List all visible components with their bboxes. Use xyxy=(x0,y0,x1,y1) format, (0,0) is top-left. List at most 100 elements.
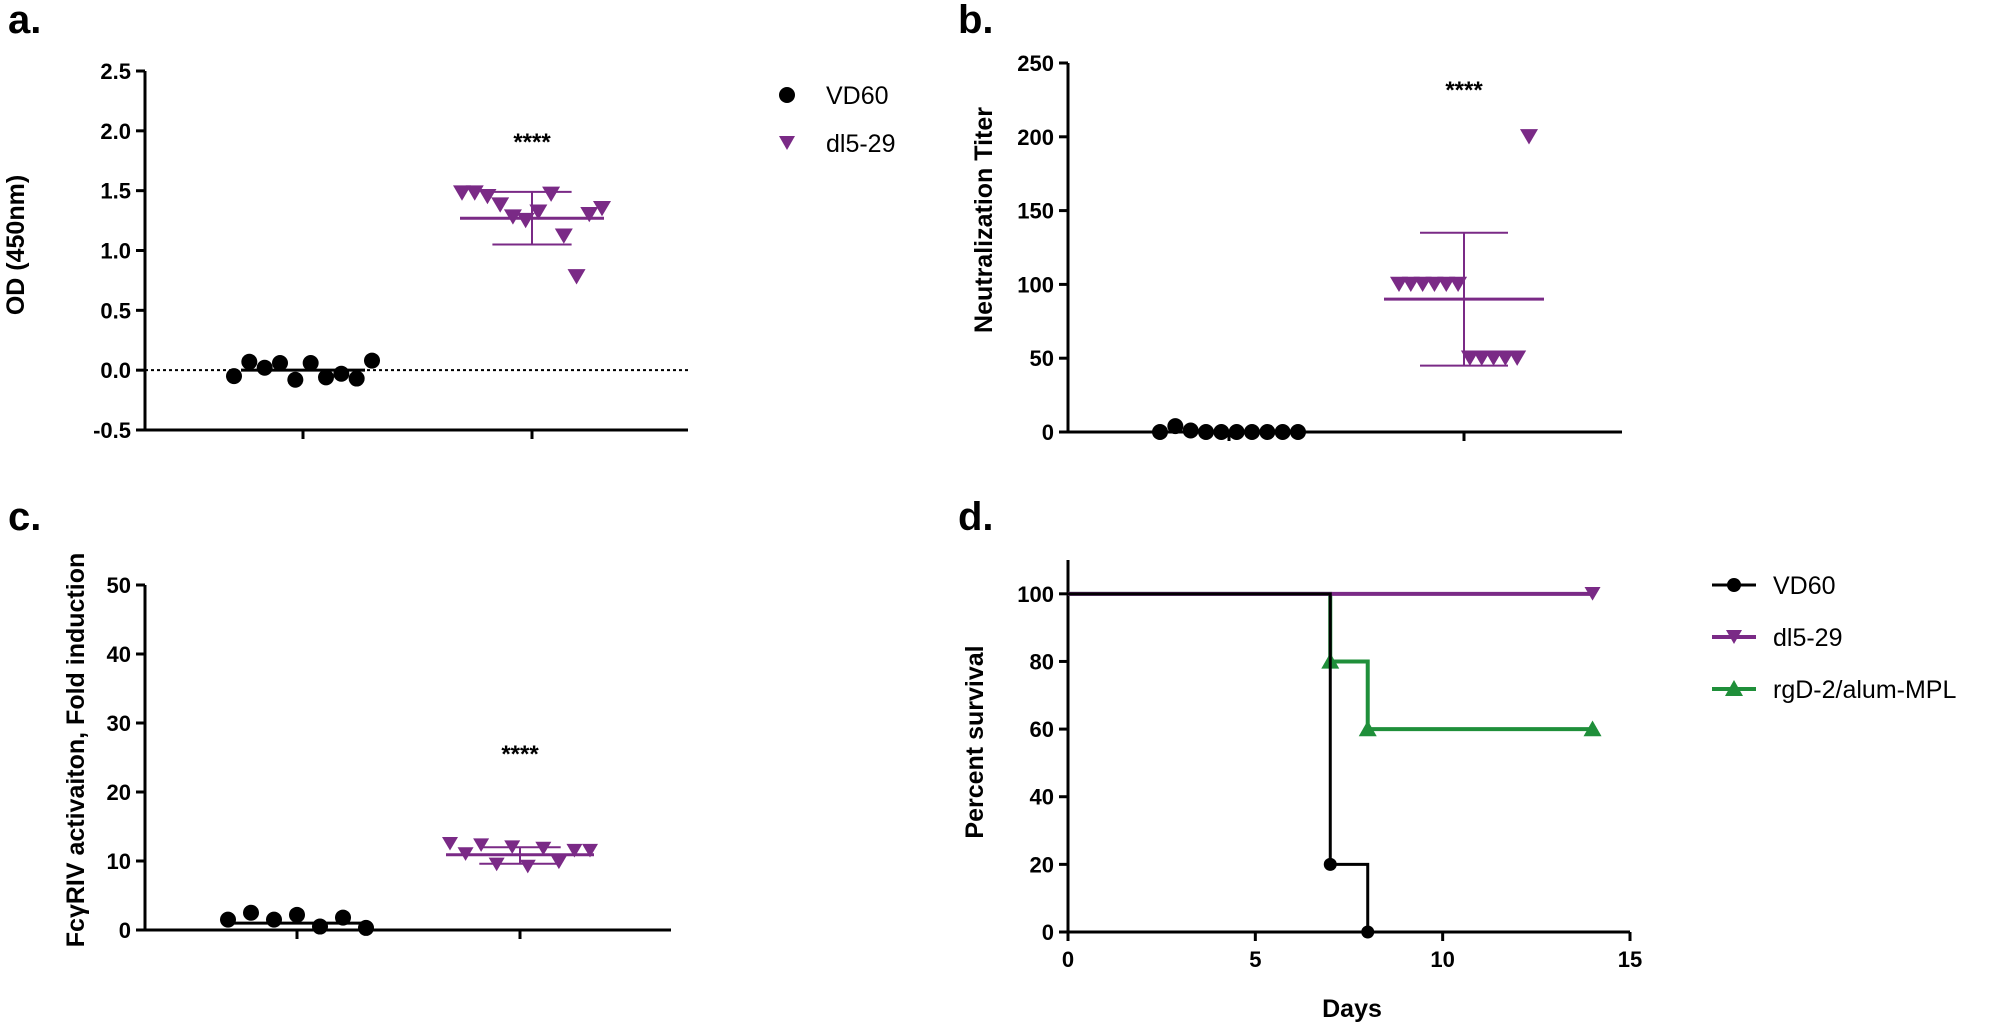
panel-a-point-vd60 xyxy=(318,369,334,386)
panel-b-point-dl5-29 xyxy=(1460,350,1479,366)
legend-d-vd60-marker xyxy=(1727,578,1741,592)
panel-a-point-dl5-29 xyxy=(580,206,599,223)
panel-c-point-dl5-29 xyxy=(442,836,458,851)
panel-b-point-dl5-29 xyxy=(1425,276,1444,293)
panel-c-ytick-label: 0 xyxy=(119,918,131,943)
panel-a-point-vd60 xyxy=(348,370,365,387)
panel-b-point-dl5-29 xyxy=(1484,350,1503,366)
panel-d-xtick-label: 15 xyxy=(1618,947,1642,972)
panel-d-point-dl5-29 xyxy=(1584,587,1601,601)
panel-c-point-dl5-29 xyxy=(550,855,567,870)
panel-c-point-vd60 xyxy=(289,906,305,923)
panel-b-point-dl5-29 xyxy=(1508,350,1527,366)
panel-a-point-dl5-29 xyxy=(529,204,548,220)
panel-a-point-dl5-29 xyxy=(478,189,497,205)
panel-a-point-dl5-29 xyxy=(593,200,611,217)
panel-b-point-dl5-29 xyxy=(1520,129,1538,145)
panel-a-ytick-label: 0.5 xyxy=(100,298,131,323)
panel-a-ytick-label: 1.0 xyxy=(100,239,131,264)
panel-a-ytick-label: -0.5 xyxy=(93,418,131,443)
panel-d-xtick-label: 10 xyxy=(1430,947,1454,972)
panel-d-xtick-label: 5 xyxy=(1249,947,1261,972)
panel-d-ytick-label: 100 xyxy=(1017,582,1054,607)
panel-d-point-VD60 xyxy=(1323,857,1337,871)
panel-a-point-vd60 xyxy=(241,353,258,370)
panel-b-point-dl5-29 xyxy=(1449,276,1468,293)
panel-a-point-vd60 xyxy=(287,371,304,388)
panel-a-point-vd60 xyxy=(226,368,242,385)
panel-b-ylabel: Neutralization Titer xyxy=(970,107,998,333)
panel-b-point-dl5-29 xyxy=(1413,276,1432,293)
panel-a-point-dl5-29 xyxy=(567,269,586,285)
panel-c-point-vd60 xyxy=(243,904,259,921)
panel-a-ytick-label: 2.5 xyxy=(100,59,131,84)
panel-b-point-dl5-29 xyxy=(1401,276,1420,293)
panel-b-point-dl5-29 xyxy=(1472,350,1491,366)
legend-d-rgd2-marker xyxy=(1725,680,1743,696)
panel-d-ytick-label: 0 xyxy=(1042,920,1054,945)
panel-d-xtick-label: 0 xyxy=(1062,947,1074,972)
legend-d-dl5-29-label: dl5-29 xyxy=(1773,624,1843,652)
panel-a-point-vd60 xyxy=(256,359,273,376)
panel-c-point-dl5-29 xyxy=(582,843,598,858)
panel-a-ytick-label: 2.0 xyxy=(100,119,131,144)
panel-c-point-dl5-29 xyxy=(473,838,490,852)
panel-d-point-rgD-2/alum-MPL xyxy=(1358,720,1377,737)
panel-c-point-vd60 xyxy=(220,911,236,928)
panel-a-point-vd60 xyxy=(333,365,350,382)
panel-b-point-vd60 xyxy=(1290,424,1306,440)
panel-c-ytick-label: 40 xyxy=(107,642,131,667)
legend-d-dl5-29-marker xyxy=(1726,630,1742,644)
panel-b-ytick-label: 150 xyxy=(1017,199,1054,224)
panel-b-plot: 0 50 100 150 200 250 xyxy=(1017,51,1622,445)
panel-d-ytick-label: 40 xyxy=(1030,785,1054,810)
panel-c-ytick-label: 10 xyxy=(107,849,131,874)
panel-b-label: b. xyxy=(958,0,994,42)
panel-a-point-dl5-29 xyxy=(453,185,471,201)
legend-d-rgd2-label: rgD-2/alum-MPL xyxy=(1773,676,1956,704)
panel-a-point-vd60 xyxy=(364,352,380,369)
panel-a-ytick-label: 1.5 xyxy=(100,179,131,204)
panel-d-plot: 0 20 40 60 80 100 0 5 10 15 xyxy=(1017,560,1642,972)
panel-c-point-dl5-29 xyxy=(535,841,552,856)
panel-c-point-vd60 xyxy=(266,911,282,928)
panel-d-legend: VD60 dl5-29 rgD-2/alum-MPL xyxy=(1712,572,1956,704)
panel-c-ytick-label: 50 xyxy=(107,573,131,598)
panel-c-point-dl5-29 xyxy=(566,843,583,858)
panel-d-label: d. xyxy=(958,495,994,539)
panel-d-line-VD60 xyxy=(1068,592,1370,932)
panel-c-point-vd60 xyxy=(312,918,328,935)
panel-d-point-VD60 xyxy=(1361,925,1375,939)
panel-b-ytick-label: 250 xyxy=(1017,51,1054,76)
panel-c-significance: **** xyxy=(501,741,539,768)
panel-c-ytick-label: 20 xyxy=(107,780,131,805)
panel-d-point-rgD-2/alum-MPL xyxy=(1583,720,1602,737)
panel-a-significance: **** xyxy=(513,129,551,156)
panel-b-ytick-label: 100 xyxy=(1017,272,1054,297)
panel-b-point-dl5-29 xyxy=(1390,276,1408,293)
panel-a-plot: -0.5 0.0 0.5 1.0 1.5 2.0 2.5 xyxy=(93,59,688,443)
panel-d-ytick-label: 80 xyxy=(1030,649,1054,674)
panel-a-point-dl5-29 xyxy=(491,197,510,213)
panel-c-ytick-label: 30 xyxy=(107,711,131,736)
panel-b-significance: **** xyxy=(1445,77,1483,104)
panel-b-point-vd60 xyxy=(1152,424,1168,440)
panel-a-point-dl5-29 xyxy=(542,186,561,202)
panel-c-label: c. xyxy=(8,495,41,539)
panel-a-legend: VD60 dl5-29 xyxy=(779,82,896,158)
panel-a-ylabel: OD (450nm) xyxy=(2,175,30,315)
panel-b-point-dl5-29 xyxy=(1437,276,1456,293)
legend-d-vd60-label: VD60 xyxy=(1773,572,1836,600)
legend-dl5-29-marker xyxy=(779,136,795,150)
panel-d-ytick-label: 20 xyxy=(1030,852,1054,877)
panel-a-point-dl5-29 xyxy=(554,228,573,244)
panel-d-ylabel: Percent survival xyxy=(961,645,989,838)
panel-a-point-vd60 xyxy=(272,354,288,371)
panel-c-point-vd60 xyxy=(335,909,351,926)
panel-d-xlabel: Days xyxy=(1322,995,1382,1023)
panel-c-point-dl5-29 xyxy=(519,859,536,874)
legend-vd60-marker xyxy=(779,87,795,103)
legend-dl5-29-label: dl5-29 xyxy=(826,130,896,158)
panel-b-ytick-label: 50 xyxy=(1030,346,1054,371)
